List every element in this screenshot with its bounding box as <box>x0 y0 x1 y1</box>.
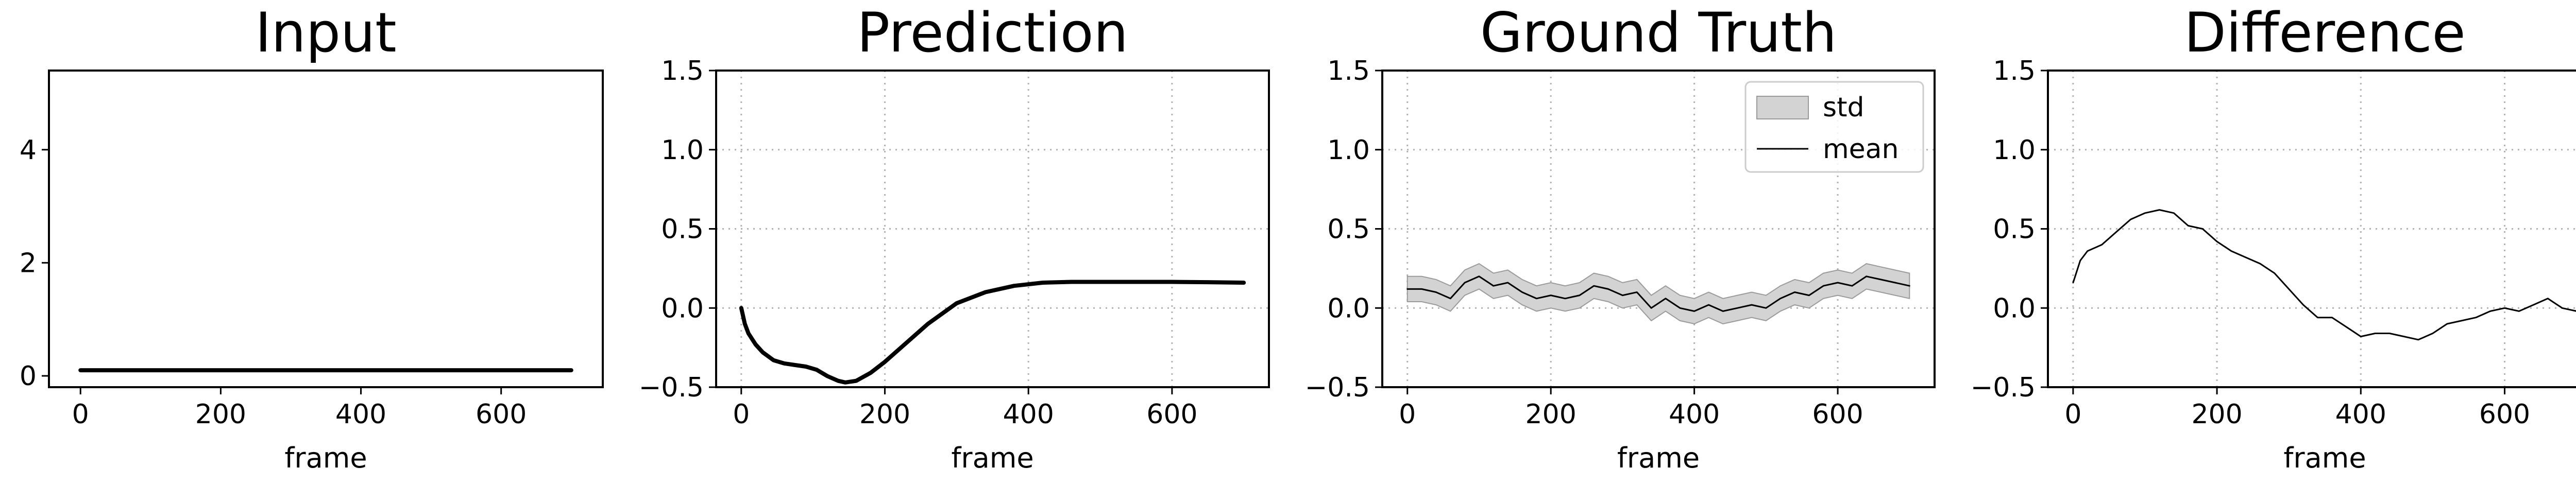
axes-frame <box>2047 70 2576 388</box>
x-tick-label: 400 <box>1669 399 1720 430</box>
axes-frame <box>48 70 604 388</box>
y-tick-label: −0.5 <box>1305 372 1370 403</box>
y-tick-label: 1.5 <box>1327 56 1370 86</box>
y-tick-label: −0.5 <box>1971 372 2036 403</box>
x-tick-label: 600 <box>1146 399 1197 430</box>
chart-panel-2: Prediction 0 200 400 600 −0.5 0.0 0.5 1.0 1.5 fram… <box>639 1 1270 474</box>
series-line-1 <box>739 280 1246 385</box>
y-tick-label: −0.5 <box>639 372 704 403</box>
x-tick-label: 200 <box>859 399 910 430</box>
chart-title: Difference <box>2184 1 2465 64</box>
x-axis-label: frame <box>2283 442 2366 474</box>
legend-label-std: std <box>1823 92 1865 123</box>
chart-title: Input <box>255 1 396 64</box>
series-line-1 <box>2072 209 2576 341</box>
y-tick-label: 1.5 <box>1993 56 2036 86</box>
legend-label-mean: mean <box>1823 134 1899 165</box>
y-tick-label: 0.5 <box>661 214 704 245</box>
y-tick-label: 0.0 <box>1327 293 1370 324</box>
x-tick-label: 0 <box>733 399 750 430</box>
y-tick-label: 0 <box>20 361 37 392</box>
x-axis-label: frame <box>951 442 1033 474</box>
x-axis-label: frame <box>284 442 367 474</box>
x-tick-label: 600 <box>476 399 527 430</box>
x-tick-label: 400 <box>335 399 386 430</box>
std-band <box>1406 263 1910 325</box>
y-tick-label: 0.0 <box>661 293 704 324</box>
x-tick-label: 600 <box>1812 399 1863 430</box>
y-tick-label: 4 <box>20 135 37 166</box>
y-tick-label: 1.0 <box>1993 135 2036 166</box>
x-tick-label: 400 <box>1003 399 1054 430</box>
legend: std mean <box>1744 81 1924 173</box>
chart-panel-1: Input 0 200 400 600 0 2 4 frame <box>20 1 604 474</box>
y-tick-label: 0.0 <box>1993 293 2036 324</box>
chart-panel-4: Difference 0 200 400 600 −0.5 0.0 0.5 1.0 1.5 fram… <box>1971 1 2576 474</box>
y-tick-label: 2 <box>20 248 37 279</box>
chart-title: Prediction <box>857 1 1128 64</box>
chart-title: Ground Truth <box>1480 1 1837 64</box>
y-tick-label: 1.0 <box>1327 135 1370 166</box>
x-tick-label: 400 <box>2335 399 2386 430</box>
x-tick-label: 200 <box>2191 399 2242 430</box>
x-axis-label: frame <box>1617 442 1700 474</box>
x-tick-label: 0 <box>72 399 89 430</box>
x-tick-label: 0 <box>1399 399 1416 430</box>
y-tick-label: 1.5 <box>661 56 704 86</box>
x-tick-label: 0 <box>2064 399 2081 430</box>
series-line-1 <box>1406 275 1910 312</box>
x-tick-label: 600 <box>2479 399 2530 430</box>
y-tick-label: 0.5 <box>1327 214 1370 245</box>
x-tick-label: 200 <box>195 399 246 430</box>
chart-panel-3: Ground Truth 0 200 400 600 −0.5 0.0 0.5 1.0 1.5 fr… <box>1305 1 1936 474</box>
y-tick-label: 0.5 <box>1993 214 2036 245</box>
legend-swatch-std <box>1756 96 1809 119</box>
x-tick-label: 200 <box>1526 399 1577 430</box>
y-tick-label: 1.0 <box>661 135 704 166</box>
